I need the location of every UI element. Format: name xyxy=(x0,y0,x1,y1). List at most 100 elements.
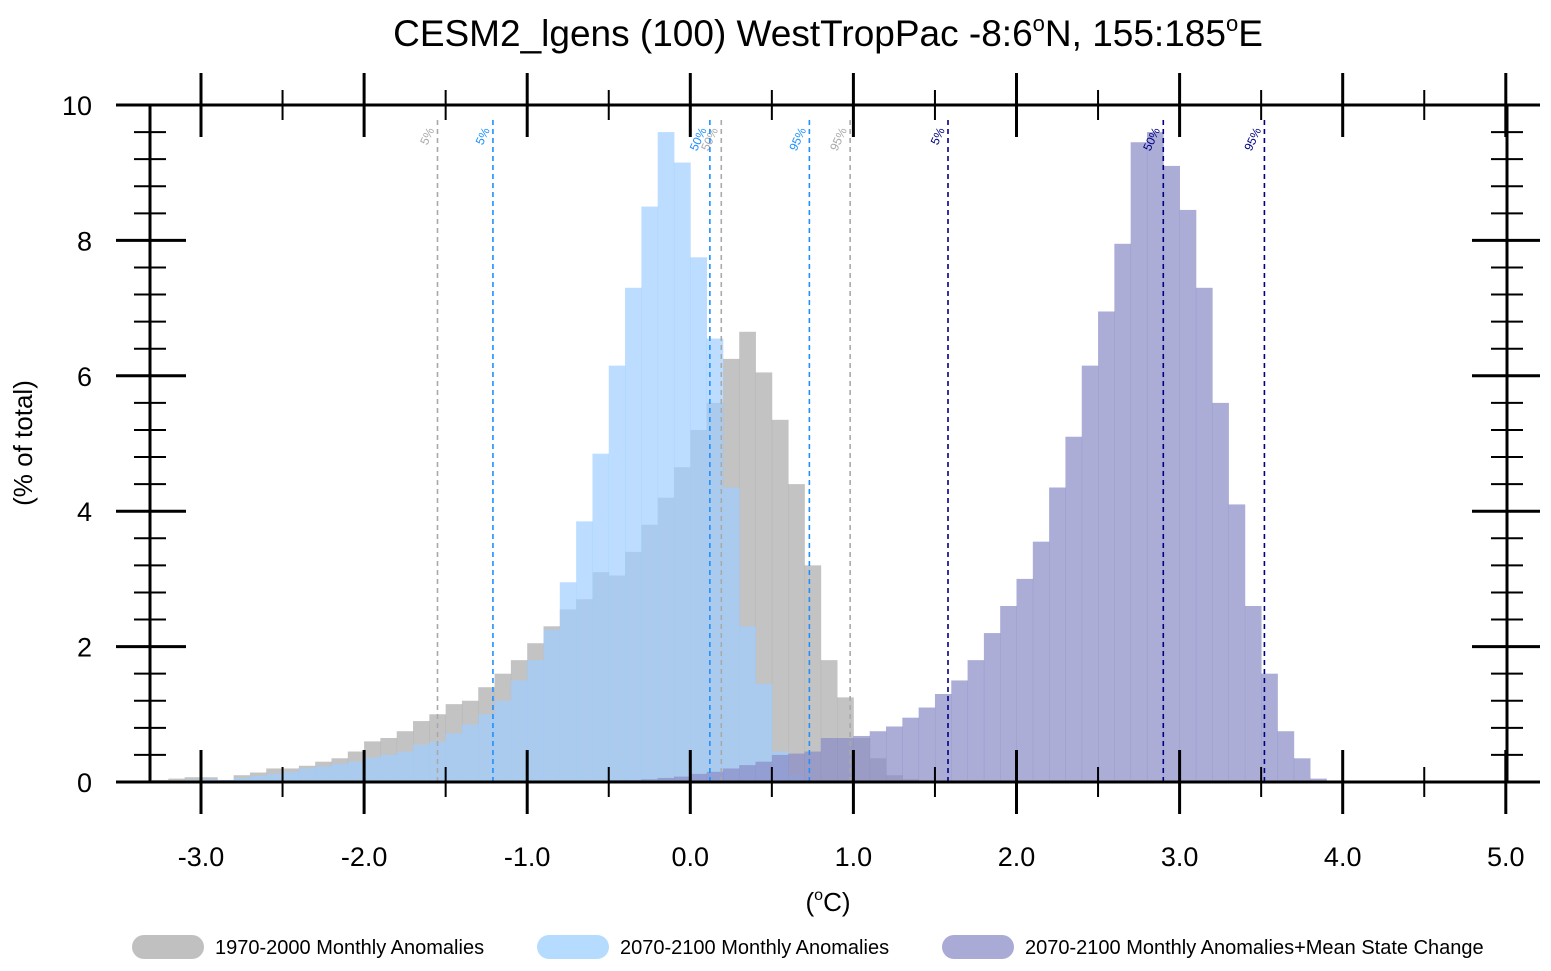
series-2-bar xyxy=(413,744,430,782)
y-tick-label: 10 xyxy=(62,91,92,121)
series-2-bar xyxy=(510,680,528,782)
series-3-bar xyxy=(755,761,773,782)
series-3-bar xyxy=(1098,311,1115,782)
x-tick-label: -2.0 xyxy=(341,842,388,872)
series-2-bar xyxy=(706,338,724,782)
series-3-bar xyxy=(967,660,985,782)
chart-title: CESM2_lgens (100) WestTropPac -8:6oN, 15… xyxy=(393,11,1263,54)
legend-label: 2070-2100 Monthly Anomalies xyxy=(620,937,889,959)
series-3-bar xyxy=(673,776,691,782)
series-3-bar xyxy=(804,751,822,782)
y-axis-label: (% of total) xyxy=(8,380,38,506)
y-tick-label: 2 xyxy=(77,633,92,663)
series-2-bar xyxy=(739,626,756,782)
series-3 xyxy=(576,132,1360,783)
series-3-bar xyxy=(1195,287,1213,782)
series-3-bar xyxy=(983,633,1001,782)
percentile-label: 5% xyxy=(928,125,948,147)
series-2-bar xyxy=(266,773,283,782)
series-2-bar xyxy=(478,714,495,782)
series-1-bar xyxy=(755,372,773,782)
series-2-bar xyxy=(576,521,593,782)
series-2-bar xyxy=(722,487,740,782)
series-3-bar xyxy=(1261,673,1278,782)
series-2-bar xyxy=(233,777,251,782)
series-3-bar xyxy=(1228,504,1246,782)
series-2-bar xyxy=(380,754,398,782)
series-3-bar xyxy=(902,717,920,782)
series-2-bar xyxy=(298,768,316,782)
x-tick-label: 1.0 xyxy=(835,842,873,872)
series-3-bar xyxy=(657,777,675,782)
series-3-bar xyxy=(690,773,708,782)
series-2-bar xyxy=(445,733,463,782)
series-3-bar xyxy=(934,693,952,782)
series-3-bar xyxy=(706,771,724,782)
x-tick-label: 2.0 xyxy=(998,842,1036,872)
series-2-bar xyxy=(543,629,561,782)
x-axis-label-open: ( xyxy=(805,887,814,917)
series-2 xyxy=(152,132,805,783)
series-2-bar xyxy=(755,683,773,782)
axes: -3.0 -2.0 -1.0 0.0 1.0 2.0 3.0 4.0 5.0 0 2 4 6 8 10 xyxy=(62,73,1540,872)
percentile-label: 95% xyxy=(1241,125,1264,153)
series-3-bar xyxy=(886,726,903,782)
series-1-bar xyxy=(804,565,822,782)
x-tick-label: 3.0 xyxy=(1161,842,1199,872)
legend-swatch xyxy=(942,935,1014,959)
legend-item: 2070-2100 Monthly Anomalies xyxy=(537,935,889,959)
x-tick-label: -3.0 xyxy=(178,842,225,872)
x-axis-label: (oC) xyxy=(805,887,850,917)
x-tick-label: 5.0 xyxy=(1487,842,1525,872)
series-3-bar xyxy=(1310,778,1327,782)
series-3-bar xyxy=(1130,142,1148,783)
x-tick-label: 0.0 xyxy=(672,842,710,872)
series-2-bar xyxy=(690,257,708,782)
series-2-bar xyxy=(347,761,365,782)
series-1-bar xyxy=(184,777,202,782)
series-2-bar xyxy=(608,365,626,782)
series-3-bar xyxy=(951,680,968,782)
svg-text:CESM2_lgens (100) WestTropPac: CESM2_lgens (100) WestTropPac -8:6oN, 15… xyxy=(393,11,1263,54)
series-2-bar xyxy=(625,287,642,782)
chart-title-degree-2: o xyxy=(1226,11,1238,36)
series-3-bar xyxy=(722,768,740,782)
x-tick-label: -1.0 xyxy=(504,842,551,872)
percentile-label: 5% xyxy=(473,125,493,147)
series-3-bar xyxy=(739,765,756,782)
series-2-bar xyxy=(527,660,544,782)
series-3-bar xyxy=(1114,243,1132,782)
histogram-bars xyxy=(152,132,1360,783)
series-3-bar xyxy=(820,738,838,782)
x-axis-label-unit: C) xyxy=(823,887,850,917)
chart-title-suffix: E xyxy=(1238,13,1263,54)
y-tick-label: 0 xyxy=(77,768,92,798)
series-3-bar xyxy=(1032,541,1050,782)
series-3-bar xyxy=(1016,578,1034,782)
series-3-bar xyxy=(788,753,805,782)
series-3-bar xyxy=(1049,487,1066,782)
series-1-bar xyxy=(771,419,789,782)
series-3-bar xyxy=(837,738,854,782)
y-tick-label: 4 xyxy=(77,497,92,527)
percentile-label: 95% xyxy=(827,125,850,153)
series-3-bar xyxy=(1163,165,1180,782)
series-3-bar xyxy=(1000,605,1017,782)
series-2-bar xyxy=(592,453,610,782)
series-2-bar xyxy=(673,162,691,783)
series-3-bar xyxy=(853,735,871,782)
series-3-bar xyxy=(1081,365,1099,782)
x-axis-label-degree: o xyxy=(814,887,823,904)
series-3-bar xyxy=(918,707,936,782)
legend-swatch xyxy=(537,935,609,959)
y-tick-label: 8 xyxy=(77,226,92,256)
percentile-label: 5% xyxy=(417,125,437,147)
series-2-bar xyxy=(364,757,381,782)
series-3-bar xyxy=(1277,731,1295,782)
chart-title-degree-1: o xyxy=(1033,11,1045,36)
chart-title-prefix: CESM2_lgens (100) WestTropPac -8:6 xyxy=(393,13,1033,54)
legend-item: 2070-2100 Monthly Anomalies+Mean State C… xyxy=(942,935,1484,959)
series-3-bar xyxy=(1146,132,1164,782)
legend-item: 1970-2000 Monthly Anomalies xyxy=(132,935,484,959)
